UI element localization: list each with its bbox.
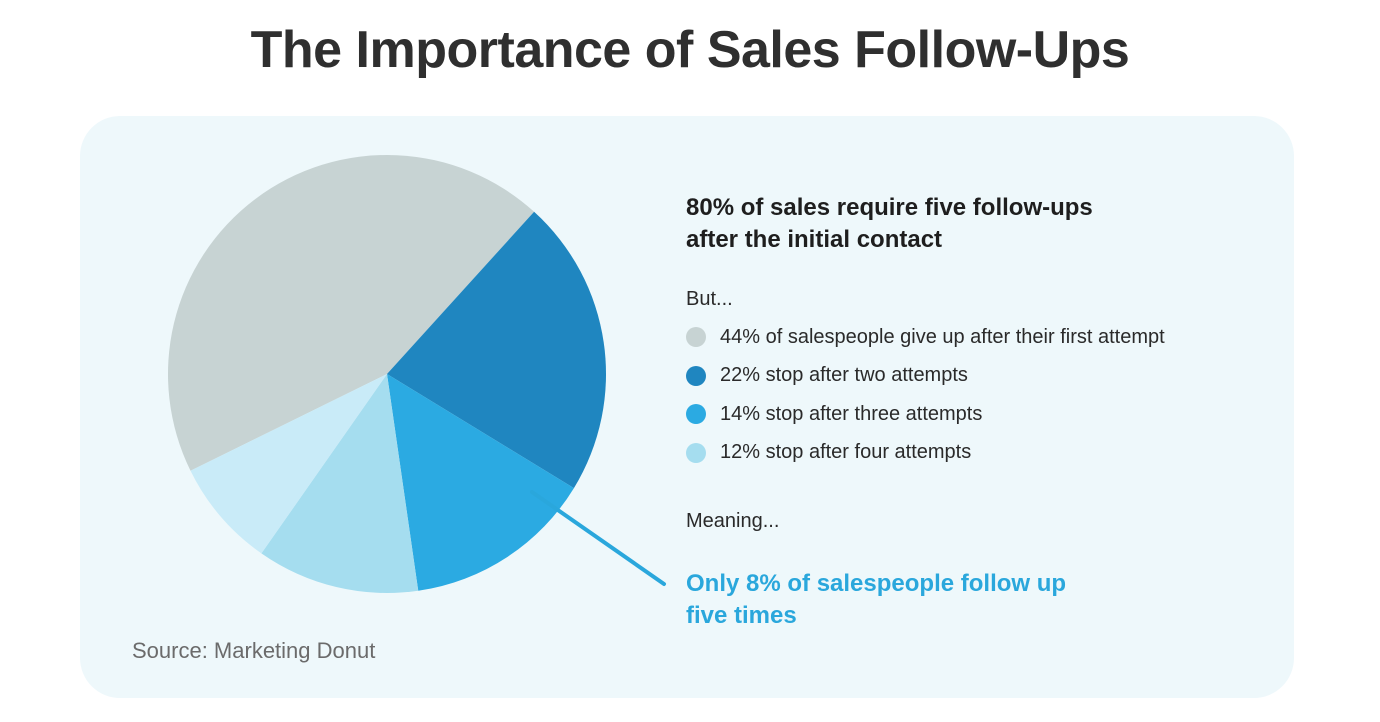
pie-slice-five-times <box>190 374 387 554</box>
legend-label: 12% stop after four attempts <box>720 441 972 464</box>
legend: 44% of salespeople give up after their f… <box>686 318 1165 472</box>
callout-line <box>530 490 666 586</box>
conclusion-line-2: five times <box>686 602 797 629</box>
pie-slice-three-attempts <box>387 374 574 591</box>
page-title: The Importance of Sales Follow-Ups <box>250 21 1130 79</box>
headline: 80% of sales require five follow-ups aft… <box>686 192 1206 256</box>
legend-swatch-blue <box>686 404 706 425</box>
legend-label: 14% stop after three attempts <box>720 402 983 425</box>
pie-slice-four-attempts <box>261 374 419 593</box>
meaning-label: Meaning... <box>686 510 780 532</box>
legend-item: 44% of salespeople give up after their f… <box>686 318 1165 357</box>
legend-item: 22% stop after two attempts <box>686 357 1165 396</box>
pie-slice-first-attempt <box>167 154 535 471</box>
legend-label: 22% stop after two attempts <box>720 364 968 387</box>
pie-slices <box>167 154 607 593</box>
pie-slice-two-attempts <box>387 211 607 489</box>
legend-item: 14% stop after three attempts <box>686 395 1165 434</box>
conclusion-callout: Only 8% of salespeople follow up five ti… <box>686 568 1186 632</box>
legend-item: 12% stop after four attempts <box>686 434 1165 473</box>
conclusion-line-1: Only 8% of salespeople follow up <box>686 570 1067 597</box>
headline-line-1: 80% of sales require five follow-ups <box>686 194 1093 221</box>
but-label: But... <box>686 288 733 310</box>
legend-label: 44% of salespeople give up after their f… <box>720 325 1165 348</box>
legend-swatch-gray <box>686 327 706 348</box>
source-note: Source: Marketing Donut <box>132 638 376 663</box>
legend-swatch-dark-blue <box>686 365 706 386</box>
legend-swatch-light-blue <box>686 442 706 463</box>
headline-line-2: after the initial contact <box>686 226 943 253</box>
